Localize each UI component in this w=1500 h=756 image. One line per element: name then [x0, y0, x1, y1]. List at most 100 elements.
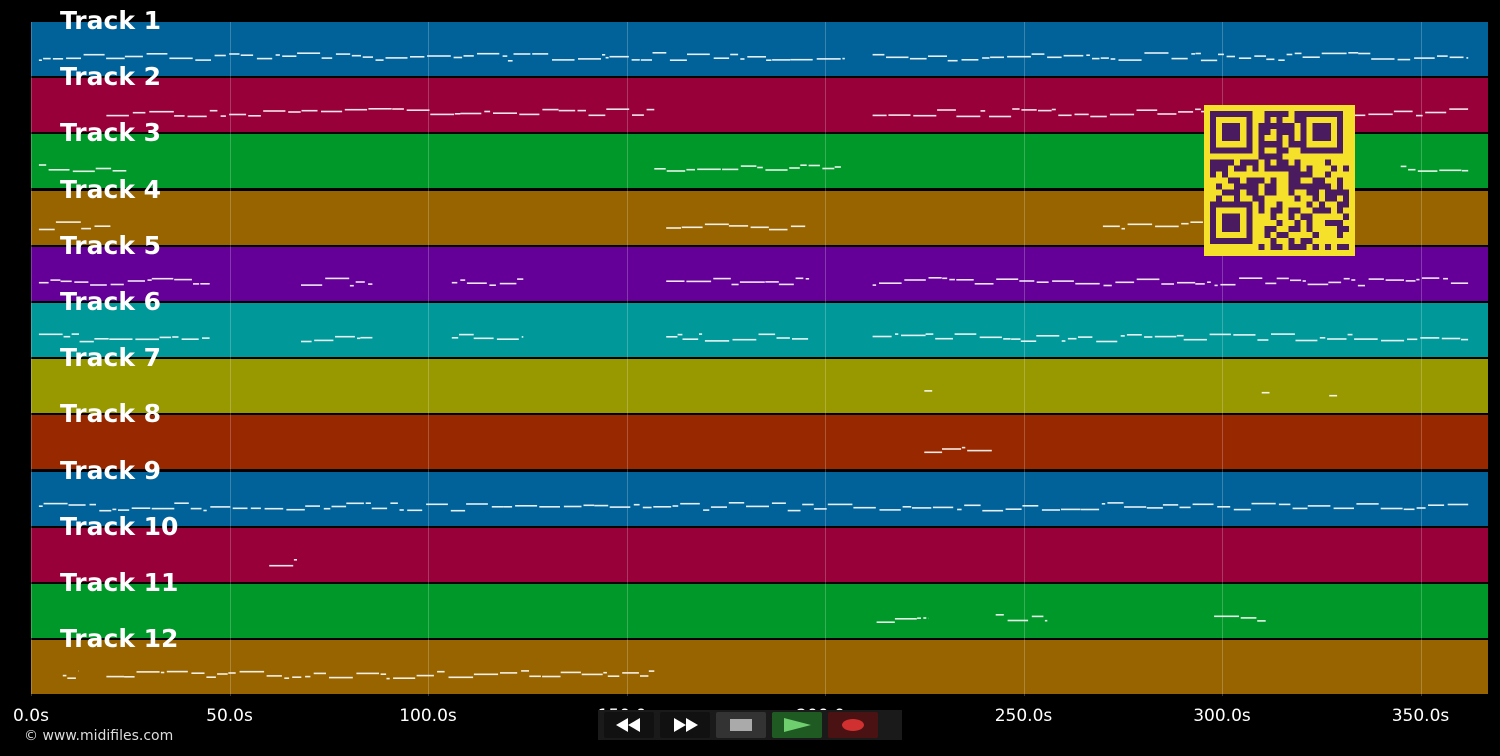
fast-forward-button[interactable]: [660, 712, 710, 738]
track-label: Track 6: [60, 287, 162, 316]
note-mark: [713, 57, 730, 59]
track-row[interactable]: Track 8: [31, 401, 1488, 470]
note-mark: [1041, 508, 1060, 511]
note-mark: [1238, 57, 1252, 59]
note-mark: [666, 170, 686, 173]
track-label: Track 5: [60, 230, 162, 260]
note-mark: [1092, 57, 1100, 60]
note-mark: [1254, 55, 1266, 57]
note-mark: [124, 55, 143, 58]
note-mark: [321, 57, 333, 59]
note-mark: [1437, 55, 1448, 57]
note-mark: [67, 677, 76, 680]
track-row[interactable]: Track 1: [31, 8, 1488, 76]
note-mark: [928, 55, 947, 57]
track-row[interactable]: Track 5: [31, 233, 1488, 301]
note-mark: [730, 53, 739, 56]
track-notes: [38, 333, 1469, 343]
note-mark: [72, 170, 95, 173]
note-mark: [1420, 337, 1440, 339]
track-row[interactable]: Track 7: [31, 345, 1488, 414]
track-notes: [924, 390, 1338, 397]
note-mark: [1278, 503, 1291, 505]
record-button[interactable]: [828, 712, 878, 738]
gridline: [1023, 22, 1025, 696]
note-mark: [94, 338, 109, 340]
note-mark: [190, 507, 202, 509]
play-button[interactable]: [772, 712, 822, 738]
note-mark: [448, 676, 474, 679]
note-mark: [563, 505, 582, 507]
note-mark: [967, 450, 992, 452]
note-mark: [521, 670, 529, 672]
note-mark: [349, 284, 354, 287]
track-row[interactable]: Track 6: [31, 289, 1488, 357]
note-mark: [460, 279, 466, 281]
note-mark: [368, 108, 392, 110]
note-mark: [1447, 503, 1469, 505]
note-mark: [1358, 52, 1371, 55]
stop-icon: [730, 719, 752, 731]
note-mark: [1354, 338, 1378, 340]
note-mark: [1171, 57, 1188, 60]
note-mark: [335, 335, 355, 338]
note-mark: [43, 502, 68, 504]
stop-button[interactable]: [716, 712, 766, 738]
note-mark: [1102, 225, 1120, 227]
note-mark: [217, 673, 228, 675]
track-label: Track 3: [60, 118, 162, 148]
note-mark: [789, 167, 800, 170]
note-mark: [1074, 113, 1089, 116]
note-mark: [942, 277, 948, 279]
note-mark: [1118, 59, 1142, 61]
note-mark: [1385, 279, 1404, 281]
note-mark: [410, 56, 425, 58]
note-mark: [248, 115, 261, 117]
note-mark: [1195, 52, 1201, 55]
note-mark: [109, 338, 133, 340]
note-mark: [325, 277, 350, 279]
note-mark: [1461, 170, 1469, 172]
note-mark: [83, 53, 105, 56]
note-mark: [1290, 279, 1302, 281]
fast-forward-icon: [674, 718, 698, 732]
track-label: Track 2: [60, 62, 162, 92]
note-mark: [181, 338, 199, 340]
note-mark: [491, 505, 504, 508]
note-mark: [704, 223, 729, 225]
note-mark: [631, 59, 640, 61]
gridline: [1420, 22, 1422, 696]
note-mark: [1155, 225, 1179, 227]
gridline: [626, 22, 628, 696]
note-mark: [112, 170, 127, 172]
note-mark: [681, 226, 703, 228]
note-mark: [200, 282, 210, 285]
track-row[interactable]: Track 11: [31, 570, 1488, 638]
note-mark: [609, 505, 631, 508]
note-mark: [1078, 336, 1093, 338]
note-mark: [1100, 57, 1109, 59]
track-row[interactable]: Track 10: [31, 514, 1488, 582]
note-mark: [790, 58, 813, 61]
track-row[interactable]: Track 9: [31, 458, 1488, 526]
note-mark: [956, 278, 974, 281]
note-mark: [1466, 57, 1469, 59]
note-mark: [666, 226, 681, 229]
note-mark: [814, 507, 827, 510]
note-mark: [450, 509, 466, 512]
note-mark: [578, 58, 601, 60]
note-mark: [1031, 53, 1045, 55]
note-mark: [1178, 111, 1194, 113]
gridline: [1222, 22, 1223, 696]
note-mark: [430, 113, 455, 116]
note-mark: [1302, 279, 1306, 282]
note-mark: [48, 169, 70, 171]
track-row[interactable]: Track 12: [31, 626, 1488, 695]
note-mark: [1176, 334, 1184, 337]
note-mark: [1021, 109, 1037, 111]
note-mark: [357, 337, 361, 340]
note-mark: [1347, 333, 1353, 336]
note-mark: [937, 109, 956, 111]
rewind-button[interactable]: [604, 712, 654, 738]
note-mark: [731, 283, 739, 286]
